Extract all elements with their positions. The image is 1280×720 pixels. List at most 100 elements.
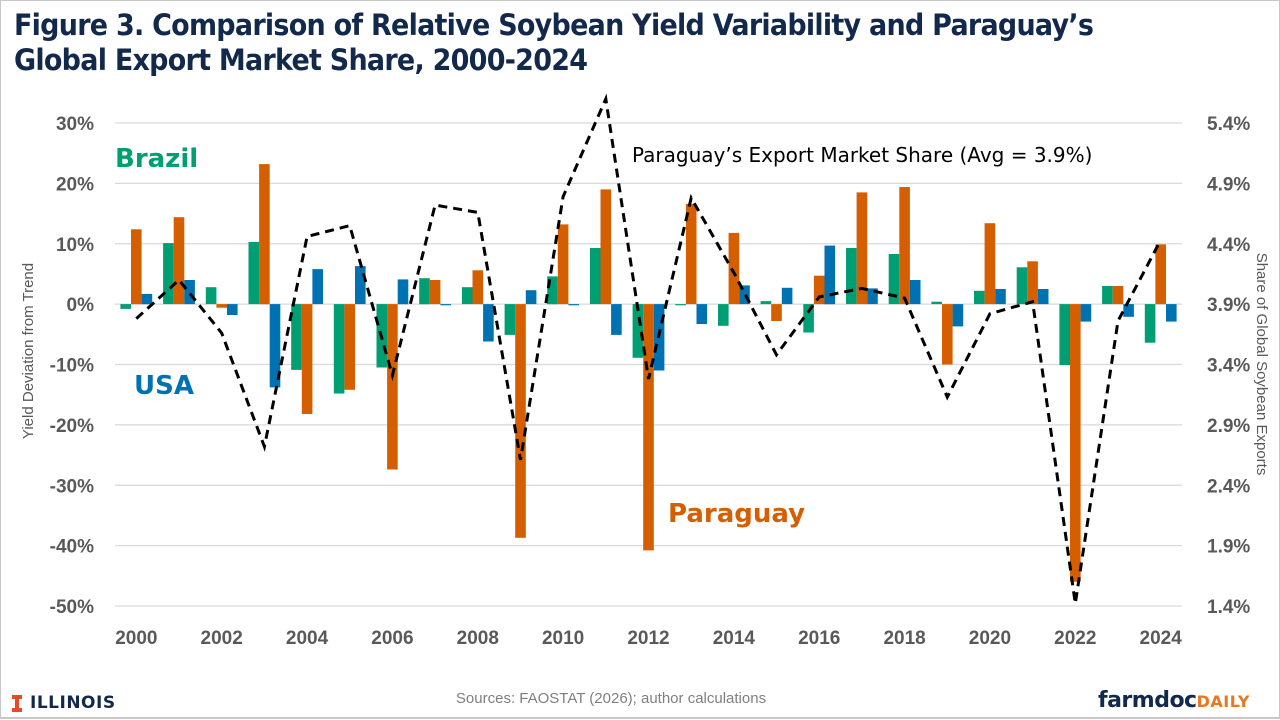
x-axis-tick-label: 2012 xyxy=(627,628,669,649)
farmdoc-daily-logo: farmdocDAILY xyxy=(1098,688,1250,713)
left-axis-tick-label: 20% xyxy=(56,174,94,195)
bar-paraguay-2022 xyxy=(1070,304,1081,582)
bar-brazil-2008 xyxy=(461,287,473,305)
bar-paraguay-2005 xyxy=(344,304,355,390)
chart-title-line-2: Global Export Market Share, 2000-2024 xyxy=(14,43,588,77)
bar-brazil-2003 xyxy=(248,241,260,305)
right-axis-tick-label: 1.4% xyxy=(1207,597,1250,618)
paraguay-series-label: Paraguay xyxy=(668,499,805,529)
bar-brazil-2001 xyxy=(163,243,174,305)
bar-paraguay-2012 xyxy=(643,304,654,551)
bar-usa-2002 xyxy=(227,304,238,315)
bar-usa-2019 xyxy=(952,304,964,327)
right-axis-tick-label: 4.4% xyxy=(1207,235,1250,256)
bar-usa-2009 xyxy=(525,290,537,305)
bar-paraguay-2006 xyxy=(387,304,398,470)
bar-brazil-2002 xyxy=(205,287,217,305)
bar-usa-2005 xyxy=(355,266,366,305)
bar-usa-2007 xyxy=(440,304,451,306)
bar-brazil-2004 xyxy=(291,304,302,370)
bar-brazil-2022 xyxy=(1059,304,1070,366)
right-axis-tick-label: 2.9% xyxy=(1207,416,1250,437)
bar-paraguay-2004 xyxy=(301,304,313,414)
bar-paraguay-2016 xyxy=(813,275,825,305)
farmdoc-logo-main: farmdoc xyxy=(1098,688,1197,713)
bar-usa-2013 xyxy=(696,304,708,324)
bar-paraguay-2001 xyxy=(173,217,185,305)
bar-usa-2004 xyxy=(312,269,323,305)
bar-brazil-2019 xyxy=(931,301,942,305)
bar-usa-2003 xyxy=(269,304,281,388)
bar-paraguay-2000 xyxy=(131,229,142,305)
illinois-logo-text: ILLINOIS xyxy=(30,693,116,713)
bar-brazil-2010 xyxy=(547,276,558,305)
bar-brazil-2021 xyxy=(1016,267,1028,305)
right-axis-tick-label: 2.4% xyxy=(1207,476,1250,497)
bar-paraguay-2020 xyxy=(984,223,996,305)
bar-usa-2018 xyxy=(909,280,921,305)
bar-paraguay-2002 xyxy=(216,304,227,308)
bar-usa-2001 xyxy=(184,280,195,305)
bar-brazil-2013 xyxy=(675,304,686,306)
bar-usa-2010 xyxy=(568,304,579,306)
x-axis-tick-label: 2024 xyxy=(1140,628,1183,649)
bar-brazil-2000 xyxy=(120,304,131,309)
x-axis-tick-label: 2006 xyxy=(371,628,413,649)
bar-brazil-2015 xyxy=(760,301,772,305)
x-axis-tick-label: 2022 xyxy=(1054,628,1096,649)
bar-paraguay-2014 xyxy=(728,232,740,305)
source-note: Sources: FAOSTAT (2026); author calculat… xyxy=(455,690,767,707)
right-axis-ticks: 5.4% 4.9% 4.4% 3.9% 3.4% 2.9% 2.4% 1.9% 1.4% xyxy=(1207,114,1250,618)
bar-usa-2000 xyxy=(141,293,153,305)
x-axis-tick-label: 2010 xyxy=(542,628,584,649)
bar-brazil-2016 xyxy=(803,304,814,333)
chart-title: Figure 3. Comparison of Relative Soybean… xyxy=(14,8,1186,78)
bar-usa-2021 xyxy=(1037,289,1049,305)
bar-brazil-2018 xyxy=(888,254,900,305)
bar-brazil-2017 xyxy=(846,248,857,305)
bar-brazil-2007 xyxy=(419,278,430,305)
bar-paraguay-2007 xyxy=(429,280,441,305)
left-axis-tick-label: -10% xyxy=(50,356,94,377)
x-axis-tick-label: 2014 xyxy=(713,628,756,649)
bar-brazil-2023 xyxy=(1102,286,1113,305)
bar-paraguay-2011 xyxy=(600,189,612,305)
bar-brazil-2011 xyxy=(589,248,601,305)
bar-brazil-2005 xyxy=(333,304,345,394)
illinois-logo: ILLINOIS xyxy=(12,693,116,713)
left-axis-tick-label: -50% xyxy=(50,597,94,618)
right-axis-tick-label: 5.4% xyxy=(1207,114,1250,135)
usa-series-label: USA xyxy=(134,371,194,401)
bar-paraguay-2015 xyxy=(771,304,782,321)
bar-brazil-2014 xyxy=(718,304,729,326)
bar-paraguay-2010 xyxy=(557,224,569,305)
bar-paraguay-2023 xyxy=(1112,286,1124,305)
right-axis-tick-label: 3.4% xyxy=(1207,356,1250,377)
bar-paraguay-2019 xyxy=(942,304,953,365)
bar-usa-2024 xyxy=(1166,304,1177,322)
x-axis-tick-label: 2002 xyxy=(201,628,243,649)
bar-brazil-2009 xyxy=(504,304,516,335)
right-axis-tick-label: 1.9% xyxy=(1207,537,1250,558)
export-share-line xyxy=(135,93,1163,604)
left-axis-tick-label: -40% xyxy=(50,537,94,558)
right-axis-tick-label: 3.9% xyxy=(1207,295,1250,316)
x-axis-tick-label: 2020 xyxy=(969,628,1011,649)
x-axis-tick-label: 2016 xyxy=(798,628,840,649)
bar-paraguay-2018 xyxy=(899,187,910,305)
brazil-series-label: Brazil xyxy=(115,144,198,174)
chart-title-line-1: Figure 3. Comparison of Relative Soybean… xyxy=(14,8,1094,42)
left-axis-tick-label: 0% xyxy=(67,295,95,316)
left-axis-ticks: 30% 20% 10% 0% -10% -20% -30% -40% -50% xyxy=(50,114,94,618)
bar-paraguay-2008 xyxy=(472,270,484,305)
left-axis-tick-label: -30% xyxy=(50,476,94,497)
x-axis-tick-label: 2000 xyxy=(115,628,157,649)
right-axis-title: Share of Global Soybean Exports xyxy=(1253,253,1270,476)
x-axis-tick-label: 2004 xyxy=(286,628,329,649)
bar-usa-2017 xyxy=(867,288,878,305)
bar-brazil-2012 xyxy=(632,304,644,358)
illinois-block-i-icon xyxy=(12,694,22,712)
bar-paraguay-2013 xyxy=(685,203,697,305)
x-axis-tick-label: 2018 xyxy=(883,628,925,649)
